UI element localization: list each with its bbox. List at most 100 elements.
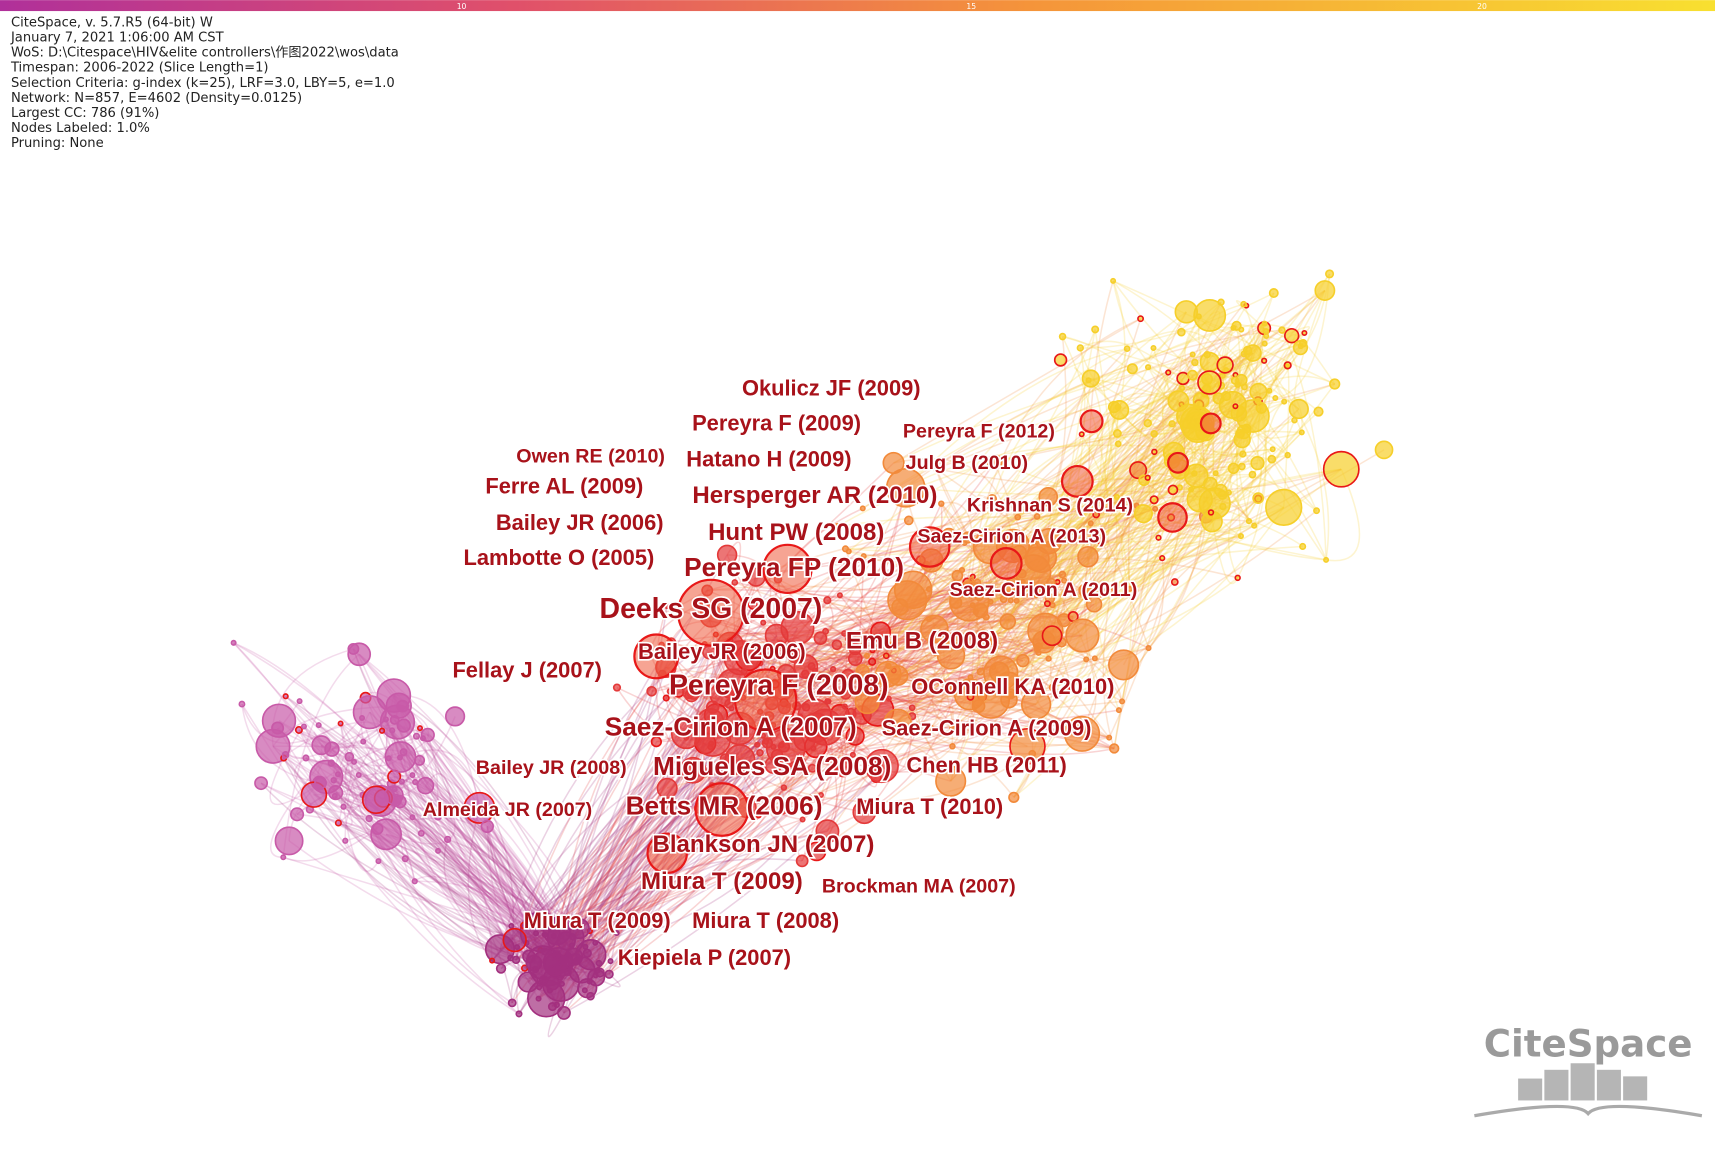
edge bbox=[1061, 505, 1138, 576]
node bbox=[1231, 320, 1242, 331]
node-label: Bailey JR (2006) bbox=[638, 639, 806, 664]
edge bbox=[774, 665, 996, 688]
node bbox=[1151, 448, 1158, 456]
node bbox=[795, 800, 802, 807]
node bbox=[1106, 734, 1113, 741]
edge bbox=[342, 806, 380, 873]
edge bbox=[905, 444, 1272, 489]
node bbox=[823, 596, 832, 605]
node bbox=[1004, 577, 1023, 596]
node-label: Saez-Cirion A (2007) bbox=[605, 712, 857, 742]
edge bbox=[535, 732, 698, 934]
edge bbox=[905, 487, 1174, 496]
edge bbox=[616, 686, 946, 773]
node bbox=[1288, 398, 1309, 420]
node bbox=[1077, 545, 1099, 568]
node bbox=[1008, 791, 1020, 803]
edge bbox=[707, 585, 981, 612]
node bbox=[1053, 353, 1068, 367]
node bbox=[281, 751, 290, 759]
node bbox=[755, 570, 762, 577]
node bbox=[370, 818, 403, 851]
node bbox=[613, 929, 620, 936]
node bbox=[1176, 484, 1183, 491]
node bbox=[254, 776, 269, 791]
node bbox=[480, 819, 494, 834]
node bbox=[1005, 688, 1017, 700]
node bbox=[1150, 430, 1158, 438]
edge bbox=[566, 763, 802, 970]
node bbox=[854, 688, 880, 715]
edge bbox=[1126, 330, 1227, 371]
edge bbox=[775, 657, 1096, 688]
node bbox=[1045, 540, 1052, 548]
edge bbox=[729, 606, 882, 646]
hub-node bbox=[1060, 464, 1094, 498]
header-line: Network: N=857, E=4602 (Density=0.0125) bbox=[11, 91, 302, 106]
edge bbox=[1094, 431, 1245, 659]
node bbox=[1063, 715, 1101, 752]
node bbox=[731, 579, 739, 586]
edge bbox=[393, 695, 540, 1000]
node bbox=[1013, 597, 1020, 604]
node bbox=[829, 666, 837, 673]
node bbox=[1244, 344, 1262, 362]
edge bbox=[893, 458, 1014, 546]
node bbox=[799, 816, 806, 823]
node bbox=[1284, 451, 1291, 459]
edge bbox=[798, 745, 953, 805]
edge bbox=[335, 792, 525, 927]
edge bbox=[541, 715, 717, 929]
node-label: Krishnan S (2014) bbox=[967, 495, 1133, 517]
timeline-bar bbox=[0, 0, 1715, 12]
edge bbox=[547, 752, 761, 918]
node-label: Lambotte O (2005) bbox=[464, 545, 655, 570]
node-label: Ferre AL (2009) bbox=[485, 474, 643, 499]
node bbox=[412, 732, 421, 740]
node bbox=[1126, 363, 1138, 375]
node-label: Fellay J (2007) bbox=[452, 657, 601, 682]
node bbox=[845, 635, 852, 643]
edge bbox=[1013, 290, 1326, 798]
node bbox=[296, 698, 303, 705]
edge bbox=[1087, 433, 1155, 557]
node bbox=[1269, 446, 1276, 453]
node bbox=[887, 580, 928, 621]
edge bbox=[233, 642, 449, 840]
node bbox=[885, 467, 926, 508]
node bbox=[780, 808, 787, 815]
node bbox=[780, 784, 788, 791]
node bbox=[1108, 649, 1140, 681]
node bbox=[1014, 513, 1022, 521]
edge bbox=[511, 691, 680, 1004]
node bbox=[520, 921, 529, 930]
node bbox=[314, 776, 327, 790]
node bbox=[344, 751, 355, 762]
node bbox=[968, 576, 975, 583]
node bbox=[1187, 369, 1198, 381]
node bbox=[280, 854, 287, 861]
edge bbox=[284, 754, 544, 964]
node bbox=[1249, 382, 1268, 401]
edge bbox=[1112, 280, 1318, 511]
edge bbox=[278, 718, 387, 745]
edge bbox=[552, 770, 838, 970]
edge bbox=[732, 614, 1074, 685]
hub-node bbox=[762, 543, 813, 595]
edge bbox=[1084, 556, 1120, 711]
node bbox=[1168, 420, 1176, 428]
edge bbox=[1122, 516, 1207, 666]
node-label: Miura T (2008) bbox=[692, 908, 839, 933]
node bbox=[340, 803, 347, 810]
node bbox=[230, 639, 237, 646]
node bbox=[444, 835, 452, 844]
node bbox=[969, 602, 976, 609]
node bbox=[887, 665, 909, 686]
edge bbox=[352, 648, 543, 929]
node bbox=[515, 1010, 523, 1018]
edge bbox=[951, 705, 955, 747]
edge bbox=[758, 540, 1100, 575]
node bbox=[1143, 418, 1152, 428]
node bbox=[883, 708, 912, 737]
edge bbox=[584, 713, 852, 991]
